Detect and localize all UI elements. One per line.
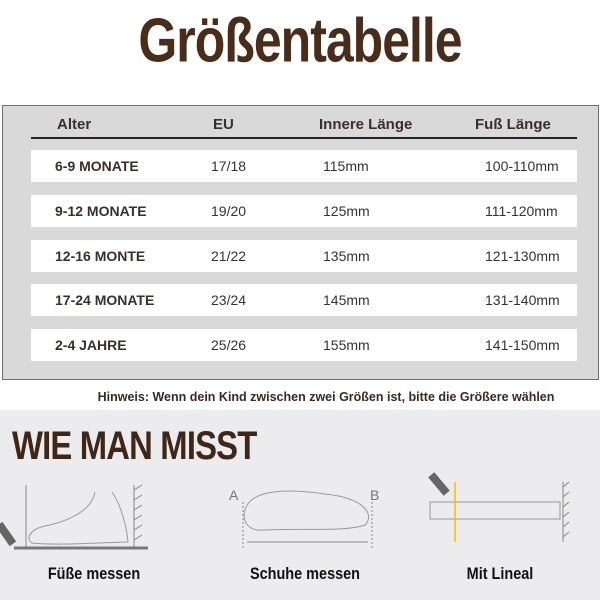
cell-eu: 25/26 bbox=[211, 337, 247, 353]
label-b: B bbox=[370, 487, 379, 503]
how-to-measure-section: WIE MAN MISST A B Füße messen Schuhe mes… bbox=[0, 410, 600, 600]
shoe-measure-illustration: A B bbox=[229, 487, 379, 550]
cell-age: 2-4 JAHRE bbox=[55, 337, 127, 353]
table-row: 17-24 MONATE 23/24 145mm 131-140mm bbox=[31, 284, 577, 316]
cell-age: 12-16 MONTE bbox=[55, 248, 146, 264]
page-title: Größentabelle bbox=[138, 5, 462, 76]
cell-eu: 23/24 bbox=[211, 292, 247, 308]
cell-inner-length: 115mm bbox=[323, 158, 369, 174]
cell-foot-length: 121-130mm bbox=[485, 248, 560, 264]
header-eu: EU bbox=[213, 116, 234, 133]
table-row: 9-12 MONATE 19/20 125mm 111-120mm bbox=[31, 195, 577, 227]
table-row: 2-4 JAHRE 25/26 155mm 141-150mm bbox=[31, 329, 577, 361]
header-divider bbox=[31, 137, 577, 139]
cell-eu: 19/20 bbox=[211, 203, 247, 219]
size-table: Alter EU Innere Länge Fuß Länge 6-9 MONA… bbox=[2, 105, 599, 380]
header-alter: Alter bbox=[57, 116, 92, 133]
cell-inner-length: 125mm bbox=[323, 203, 370, 219]
cell-inner-length: 135mm bbox=[323, 248, 370, 264]
header-fuss-laenge: Fuß Länge bbox=[475, 116, 551, 133]
hint-note: Hinweis: Wenn dein Kind zwischen zwei Gr… bbox=[97, 390, 555, 404]
cell-eu: 21/22 bbox=[211, 248, 247, 264]
cell-foot-length: 131-140mm bbox=[485, 292, 560, 308]
cell-inner-length: 145mm bbox=[323, 292, 370, 308]
ruler-measure-illustration bbox=[428, 472, 570, 542]
header-innere-laenge: Innere Länge bbox=[319, 116, 413, 133]
how-heading: WIE MAN MISST bbox=[12, 424, 257, 468]
cell-eu: 17/18 bbox=[211, 158, 247, 174]
table-row: 6-9 MONATE 17/18 115mm 100-110mm bbox=[31, 150, 577, 182]
cell-foot-length: 100-110mm bbox=[485, 158, 559, 174]
table-row: 12-16 MONTE 21/22 135mm 121-130mm bbox=[31, 240, 577, 272]
cell-inner-length: 155mm bbox=[323, 337, 370, 353]
cell-age: 6-9 MONATE bbox=[55, 158, 139, 174]
foot-measure-illustration bbox=[0, 484, 148, 550]
cell-age: 9-12 MONATE bbox=[55, 203, 147, 219]
caption-shoes: Schuhe messen bbox=[249, 564, 361, 583]
label-a: A bbox=[229, 487, 239, 503]
caption-feet: Füße messen bbox=[47, 564, 141, 583]
cell-age: 17-24 MONATE bbox=[55, 292, 155, 308]
caption-ruler: Mit Lineal bbox=[466, 564, 534, 583]
cell-foot-length: 141-150mm bbox=[485, 337, 560, 353]
cell-foot-length: 111-120mm bbox=[485, 203, 558, 219]
